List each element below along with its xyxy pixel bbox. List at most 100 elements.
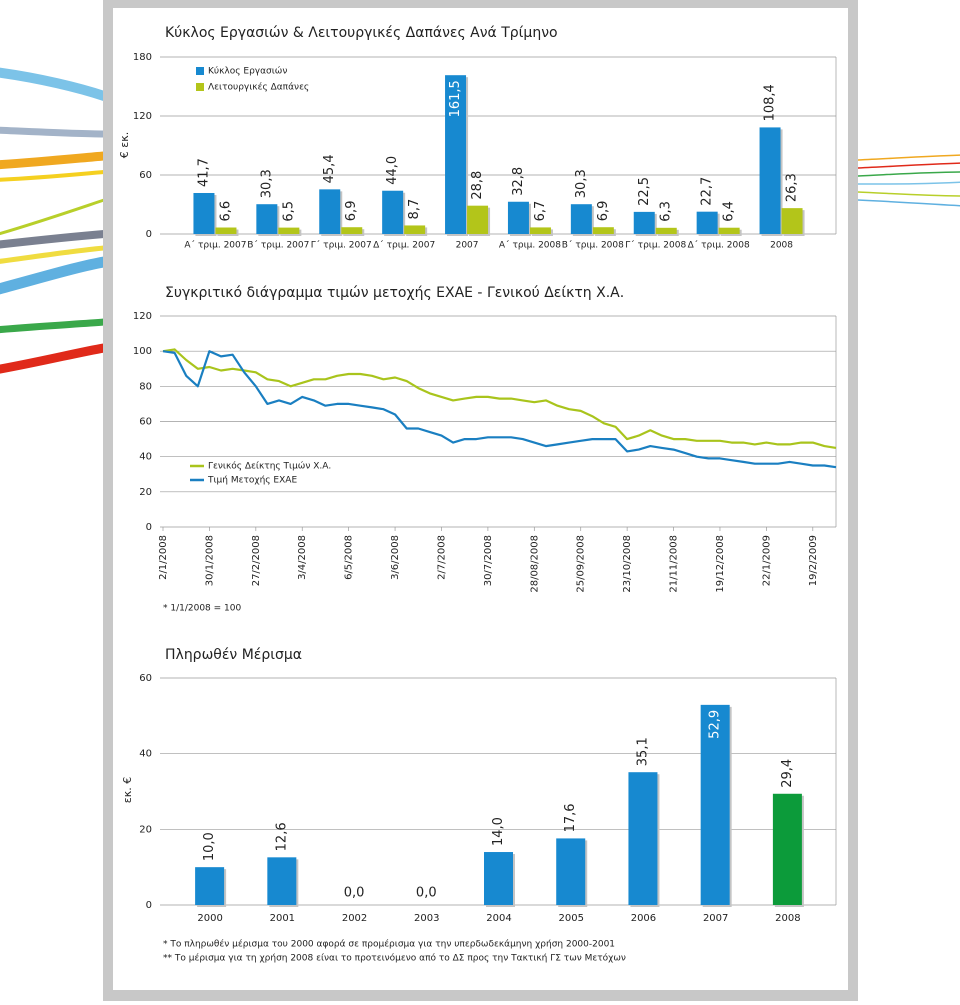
x-tick-label: 2004	[486, 913, 511, 924]
bar	[341, 227, 363, 234]
chart-title: Συγκριτικό διάγραμμα τιμών μετοχής ΕΧΑΕ …	[165, 285, 624, 301]
panel	[113, 8, 848, 990]
x-tick-label: 19/2/2009	[808, 535, 819, 586]
x-tick-label: 2007	[456, 241, 479, 251]
x-tick-label: 2007	[703, 913, 728, 924]
x-tick-label: 28/08/2008	[529, 535, 540, 593]
x-tick-label: 2002	[342, 913, 367, 924]
value-label: 6,9	[596, 201, 611, 222]
bar	[319, 189, 341, 234]
x-tick-label: 3/6/2008	[390, 535, 401, 580]
value-label: 30,3	[259, 169, 274, 198]
x-tick-label: 2008	[775, 913, 800, 924]
bar	[772, 793, 802, 905]
bar	[445, 75, 467, 234]
chart-title: Πληρωθέν Μέρισμα	[165, 647, 302, 663]
bar	[404, 225, 426, 234]
bar	[759, 127, 781, 234]
chart-title: Κύκλος Εργασιών & Λειτουργικές Δαπάνες Α…	[165, 25, 558, 41]
y-tick-label: 40	[139, 749, 152, 760]
x-tick-label: 2005	[558, 913, 583, 924]
value-label: 35,1	[635, 737, 650, 766]
x-tick-label: 2001	[270, 913, 295, 924]
value-label: 6,7	[533, 201, 548, 222]
value-label: 108,4	[763, 84, 778, 121]
value-label: 28,8	[470, 171, 485, 200]
x-tick-label: Α΄ τριμ. 2008	[499, 240, 561, 251]
bar	[556, 838, 586, 905]
bar	[256, 204, 278, 234]
value-label: 161,5	[448, 80, 463, 117]
value-label: 10,0	[202, 832, 217, 861]
bar	[628, 772, 658, 905]
y-tick-label: 80	[139, 381, 152, 392]
bar	[781, 208, 803, 234]
value-label: 6,6	[218, 201, 233, 222]
y-tick-label: 120	[133, 311, 152, 322]
value-label: 26,3	[785, 173, 800, 202]
value-label: 32,8	[511, 167, 526, 196]
legend-swatch	[196, 67, 204, 75]
value-label: 45,4	[322, 154, 337, 183]
bar	[696, 211, 718, 234]
y-axis-label: εκ. €	[121, 777, 134, 803]
value-label: 29,4	[780, 759, 795, 788]
decor-ribbons	[0, 67, 960, 374]
value-label: 22,5	[637, 177, 652, 206]
x-tick-label: 25/09/2008	[576, 535, 587, 593]
x-tick-label: 6/5/2008	[344, 535, 355, 580]
y-tick-label: 20	[139, 487, 152, 498]
y-tick-label: 0	[146, 229, 152, 240]
x-tick-label: 23/10/2008	[622, 535, 633, 593]
value-label: 44,0	[385, 156, 400, 185]
bar	[655, 227, 677, 234]
x-tick-label: Β΄ τριμ. 2008	[562, 240, 624, 251]
bar	[507, 201, 529, 234]
y-tick-label: 60	[139, 170, 152, 181]
line-series	[162, 350, 837, 469]
value-label: 6,5	[281, 201, 296, 222]
x-tick-label: 2003	[414, 913, 439, 924]
x-tick-label: 27/2/2008	[251, 535, 262, 586]
x-tick-label: 21/11/2008	[669, 535, 680, 593]
bar	[267, 857, 297, 905]
y-axis-label: € εκ.	[118, 132, 131, 158]
value-label: 30,3	[574, 169, 589, 198]
legend-label: Κύκλος Εργασιών	[208, 66, 287, 77]
bar	[592, 227, 614, 234]
value-label: 14,0	[491, 817, 506, 846]
value-label: 0,0	[344, 886, 365, 901]
x-tick-label: 2006	[631, 913, 656, 924]
legend-label: Λειτουργικές Δαπάνες	[208, 82, 309, 93]
y-tick-label: 60	[139, 673, 152, 684]
bar	[529, 227, 551, 234]
y-tick-label: 180	[133, 52, 152, 63]
bar	[570, 204, 592, 234]
x-tick-label: 2008	[770, 241, 793, 251]
bar	[215, 227, 237, 234]
footnote: * 1/1/2008 = 100	[163, 604, 241, 614]
y-tick-label: 20	[139, 824, 152, 835]
bar	[382, 190, 404, 234]
value-label: 22,7	[700, 177, 715, 206]
x-tick-label: 19/12/2008	[715, 535, 726, 593]
y-tick-label: 0	[146, 900, 152, 911]
bar	[278, 227, 300, 234]
y-tick-label: 0	[146, 522, 152, 533]
y-tick-label: 120	[133, 111, 152, 122]
x-tick-label: 22/1/2009	[761, 535, 772, 586]
footnote: ** Το μέρισμα για τη χρήση 2008 είναι το…	[163, 953, 626, 964]
footnote: * Το πληρωθέν μέρισμα του 2000 αφορά σε …	[163, 939, 615, 950]
value-label: 8,7	[407, 199, 422, 220]
x-tick-label: 30/1/2008	[204, 535, 215, 586]
value-label: 6,9	[344, 201, 359, 222]
x-tick-label: 2000	[197, 913, 222, 924]
x-tick-label: 3/4/2008	[297, 535, 308, 580]
legend-label: Γενικός Δείκτης Τιμών Χ.Α.	[208, 461, 331, 472]
x-tick-label: Δ΄ τριμ. 2008	[688, 240, 750, 251]
bar	[484, 852, 513, 905]
value-label: 17,6	[563, 803, 578, 832]
legend-swatch	[196, 83, 204, 91]
